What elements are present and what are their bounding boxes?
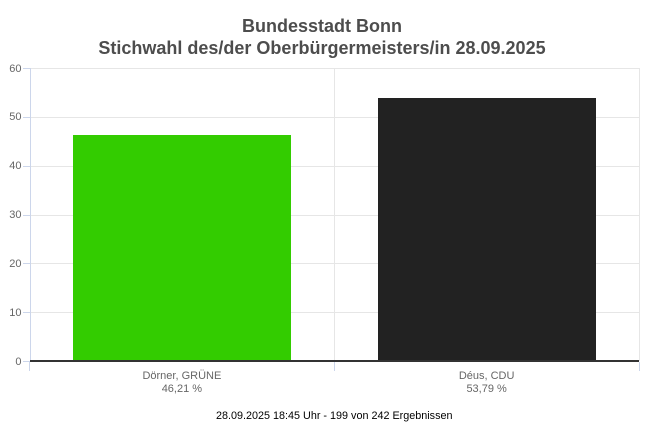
x-axis-title: 28.09.2025 18:45 Uhr - 199 von 242 Ergeb… [215,409,453,422]
x-axis-tick [333,362,335,371]
y-axis-line [29,68,31,361]
y-axis-label: 20 [9,257,22,270]
y-axis-label: 0 [15,355,22,368]
y-axis-tick [23,116,30,118]
chart-title-line2: Stichwahl des/der Oberbürgermeisters/in … [98,38,546,58]
y-axis-label: 30 [9,209,22,221]
y-axis-label: 40 [9,160,22,173]
bar-2[interactable] [377,98,596,360]
x-axis-line-el [29,360,639,362]
x-axis-label: Déus, CDU 53,79 % [377,370,597,396]
y-axis-tick [23,165,30,167]
y-axis-label: 50 [9,111,22,124]
y-axis-tick [23,68,30,69]
y-axis-tick [23,361,30,362]
x-axis-tick [638,362,640,371]
chart-title-line1: Bundesstadt Bonn [242,15,402,36]
bar-1[interactable] [72,135,291,360]
x-gridline [638,68,640,361]
y-axis-tick [23,214,30,216]
x-axis-label: Dörner, GRÜNE 46,21 % [72,370,292,396]
x-axis-tick [29,362,30,371]
candidate-percentage: 46,21 % [161,382,203,395]
x-gridline [333,68,335,361]
y-axis-tick [23,312,30,314]
candidate-name: Déus, CDU [458,369,515,382]
candidate-percentage: 53,79 % [466,382,507,395]
y-axis-tick [23,263,30,265]
chart-title: Bundesstadt Bonn Stichwahl des/der Oberb… [0,15,644,60]
y-axis-label: 60 [9,62,22,75]
candidate-name: Dörner, GRÜNE [142,369,222,382]
y-axis-label: 10 [9,306,22,319]
